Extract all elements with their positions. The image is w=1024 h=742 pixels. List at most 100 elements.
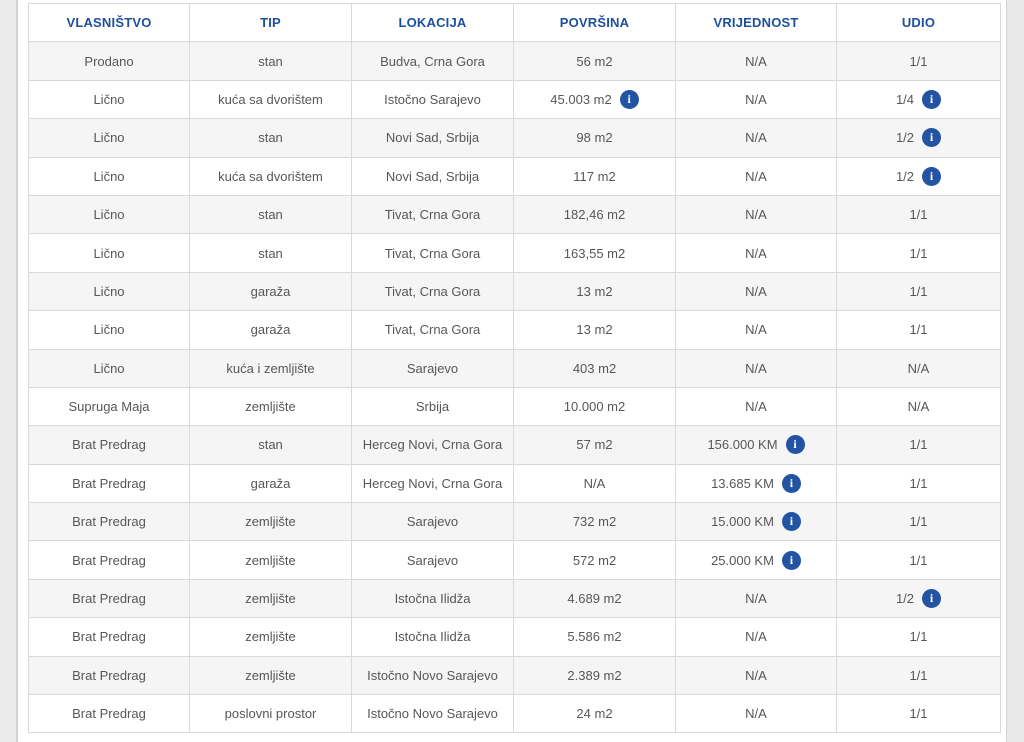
info-icon[interactable]: i bbox=[922, 589, 942, 609]
cell-text: 1/4 bbox=[895, 91, 915, 107]
cell-content: Lično bbox=[33, 361, 185, 376]
cell-content: zemljište bbox=[194, 668, 347, 683]
cell-text: Prodano bbox=[84, 53, 134, 69]
cell-vrijednost: N/A bbox=[675, 617, 837, 657]
cell-tip: kuća sa dvorištem bbox=[189, 79, 352, 120]
cell-text: N/A bbox=[745, 130, 767, 146]
cell-text: Sarajevo bbox=[406, 360, 459, 376]
cell-content: N/A bbox=[680, 706, 832, 721]
cell-povrsina: 56 m2 bbox=[513, 41, 676, 81]
cell-text: Istočno Sarajevo bbox=[384, 91, 481, 107]
table-row: Brat Predrag garaža Herceg Novi, Crna Gora… bbox=[28, 463, 1001, 504]
cell-udio: 1/1 bbox=[836, 425, 1001, 465]
cell-text: Herceg Novi, Crna Gora bbox=[362, 475, 503, 491]
cell-text: 5.586 m2 bbox=[567, 629, 622, 645]
cell-content: Sarajevo bbox=[356, 514, 509, 529]
cell-content: 1/1 bbox=[841, 284, 996, 299]
cell-vlasnistvo: Lično bbox=[28, 348, 190, 388]
cell-content: garaža bbox=[194, 476, 347, 491]
cell-content: 1/1 bbox=[841, 246, 996, 261]
cell-lokacija: Istočna Ilidža bbox=[351, 617, 514, 657]
cell-text: Brat Predrag bbox=[72, 475, 146, 491]
cell-text: N/A bbox=[745, 53, 767, 69]
cell-text: 403 m2 bbox=[572, 360, 617, 376]
cell-content: Srbija bbox=[356, 399, 509, 414]
cell-content: 10.000 m2 bbox=[518, 399, 671, 414]
cell-udio: 1/1 bbox=[836, 41, 1001, 81]
cell-text: Istočno Novo Sarajevo bbox=[367, 667, 498, 683]
cell-content: N/A bbox=[841, 399, 996, 414]
table-row: Lično kuća sa dvorištem Novi Sad, Srbija 11… bbox=[28, 156, 1001, 196]
info-icon[interactable]: i bbox=[785, 435, 805, 455]
table-row: Lično kuća sa dvorištem Istočno Sarajevo 45… bbox=[28, 79, 1001, 120]
info-icon[interactable]: i bbox=[922, 89, 942, 109]
cell-content: N/A bbox=[680, 322, 832, 337]
cell-vrijednost: N/A bbox=[675, 79, 837, 120]
info-icon[interactable]: i bbox=[781, 550, 801, 570]
cell-vrijednost: 156.000 KM i bbox=[675, 425, 837, 465]
cell-vlasnistvo: Brat Predrag bbox=[28, 578, 190, 619]
cell-text: Brat Predrag bbox=[72, 629, 146, 645]
cell-content: stan bbox=[194, 437, 347, 452]
cell-lokacija: Istočno Novo Sarajevo bbox=[351, 694, 514, 734]
cell-content: 1/2 i bbox=[841, 166, 996, 186]
cell-vlasnistvo: Brat Predrag bbox=[28, 617, 190, 657]
cell-udio: N/A bbox=[836, 386, 1001, 427]
cell-text: Budva, Crna Gora bbox=[380, 53, 485, 69]
info-icon[interactable]: i bbox=[922, 128, 942, 148]
cell-text: 98 m2 bbox=[576, 130, 613, 146]
cell-text: poslovni prostor bbox=[224, 706, 317, 722]
cell-vrijednost: N/A bbox=[675, 655, 837, 696]
cell-content: 57 m2 bbox=[518, 437, 671, 452]
cell-text: Srbija bbox=[415, 399, 450, 415]
cell-vlasnistvo: Prodano bbox=[28, 41, 190, 81]
info-icon[interactable]: i bbox=[619, 89, 639, 109]
cell-vlasnistvo: Lično bbox=[28, 310, 190, 350]
cell-udio: 1/1 bbox=[836, 540, 1001, 580]
cell-content: N/A bbox=[680, 130, 832, 145]
cell-udio: 1/1 bbox=[836, 194, 1001, 235]
cell-text: garaža bbox=[250, 475, 291, 491]
cell-text: 1/1 bbox=[909, 437, 928, 453]
cell-content: Tivat, Crna Gora bbox=[356, 284, 509, 299]
cell-povrsina: 403 m2 bbox=[513, 348, 676, 388]
cell-content: 1/1 bbox=[841, 476, 996, 491]
table-row: Brat Predrag zemljište Istočna Ilidža 5.586… bbox=[28, 617, 1001, 657]
cell-text: 45.003 m2 bbox=[550, 91, 612, 107]
cell-povrsina: 4.689 m2 bbox=[513, 578, 676, 619]
cell-povrsina: 5.586 m2 bbox=[513, 617, 676, 657]
cell-tip: kuća sa dvorištem bbox=[189, 156, 352, 196]
cell-content: N/A bbox=[680, 246, 832, 261]
cell-text: zemljište bbox=[245, 629, 296, 645]
cell-content: 117 m2 bbox=[518, 169, 671, 184]
cell-text: N/A bbox=[745, 91, 767, 107]
cell-text: 56 m2 bbox=[576, 53, 613, 69]
cell-text: Supruga Maja bbox=[68, 399, 150, 415]
cell-content: N/A bbox=[518, 476, 671, 491]
cell-text: 156.000 KM bbox=[707, 437, 778, 453]
info-icon[interactable]: i bbox=[781, 473, 801, 493]
cell-text: N/A bbox=[907, 360, 930, 376]
cell-vrijednost: N/A bbox=[675, 310, 837, 350]
info-icon[interactable]: i bbox=[781, 512, 801, 532]
cell-vrijednost: N/A bbox=[675, 348, 837, 388]
cell-content: 45.003 m2 i bbox=[518, 89, 671, 109]
info-icon[interactable]: i bbox=[922, 166, 942, 186]
cell-lokacija: Tivat, Crna Gora bbox=[351, 271, 514, 312]
cell-content: Brat Predrag bbox=[33, 437, 185, 452]
cell-content: N/A bbox=[680, 92, 832, 107]
cell-text: Istočna Ilidža bbox=[394, 591, 471, 607]
cell-content: Herceg Novi, Crna Gora bbox=[356, 476, 509, 491]
cell-content: zemljište bbox=[194, 514, 347, 529]
cell-content: Sarajevo bbox=[356, 553, 509, 568]
cell-text: N/A bbox=[745, 360, 767, 376]
cell-content: 182,46 m2 bbox=[518, 207, 671, 222]
cell-text: Brat Predrag bbox=[72, 437, 146, 453]
cell-content: Istočna Ilidža bbox=[356, 629, 509, 644]
cell-tip: stan bbox=[189, 425, 352, 465]
cell-text: 1/2 bbox=[895, 130, 915, 146]
cell-udio: 1/1 bbox=[836, 463, 1001, 504]
table-row: Brat Predrag zemljište Istočno Novo Saraje… bbox=[28, 655, 1001, 696]
cell-text: zemljište bbox=[245, 591, 296, 607]
cell-text: 1/2 bbox=[895, 168, 915, 184]
